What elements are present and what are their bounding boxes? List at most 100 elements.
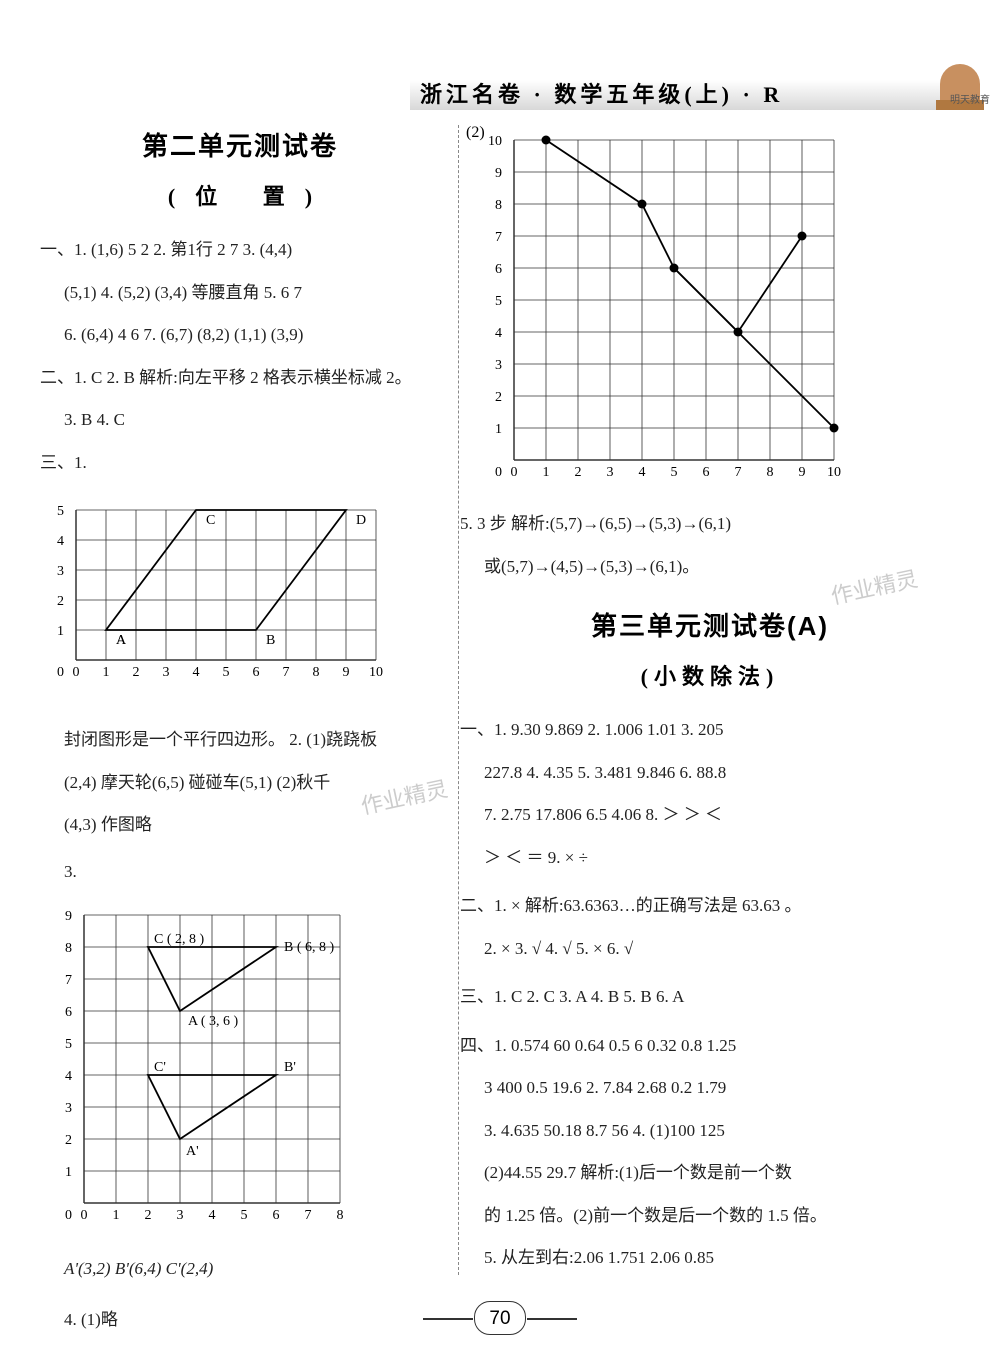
- answer-line: 的 1.25 倍。(2)前一个数是后一个数的 1.5 倍。: [460, 1195, 960, 1238]
- svg-text:2: 2: [57, 594, 64, 609]
- answer-line: 5. 从左到右:2.06 1.751 2.06 0.85: [460, 1237, 960, 1280]
- svg-text:B: B: [266, 633, 275, 648]
- answer-line: 3 400 0.5 19.6 2. 7.84 2.68 0.2 1.79: [460, 1067, 960, 1110]
- answer-line: 三、1. C 2. C 3. A 4. B 5. B 6. A: [460, 976, 960, 1019]
- svg-text:0: 0: [65, 1208, 72, 1223]
- answer-line: 4. (1)略: [40, 1299, 440, 1342]
- left-column: 第二单元测试卷 (位 置) 一、1. (1,6) 5 2 2. 第1行 2 7 …: [40, 120, 440, 1341]
- svg-text:8: 8: [337, 1208, 344, 1223]
- answer-line: 2. × 3. √ 4. √ 5. × 6. √: [460, 928, 960, 971]
- svg-text:B': B': [284, 1060, 296, 1075]
- svg-text:3: 3: [495, 358, 502, 373]
- answer-line: 四、1. 0.574 60 0.64 0.5 6 0.32 0.8 1.25: [460, 1025, 960, 1068]
- svg-text:7: 7: [495, 230, 502, 245]
- answer-line: 6. (6,4) 4 6 7. (6,7) (8,2) (1,1) (3,9): [40, 314, 440, 357]
- answer-line: 封闭图形是一个平行四边形。 2. (1)跷跷板: [40, 719, 440, 762]
- unit2-title: 第二单元测试卷: [40, 126, 440, 163]
- svg-text:8: 8: [495, 198, 502, 213]
- right-column: (2) 012345678910123456789100 5. 3 步 解析:(…: [460, 120, 960, 1341]
- chart-triangles: 0123456781234567890C ( 2, 8 )B ( 6, 8 )A…: [40, 899, 440, 1234]
- answer-line: 227.8 4. 4.35 5. 3.481 9.846 6. 88.8: [460, 752, 960, 795]
- svg-text:7: 7: [65, 973, 72, 988]
- svg-text:1: 1: [65, 1165, 72, 1180]
- svg-text:C ( 2, 8 ): C ( 2, 8 ): [154, 932, 205, 947]
- answer-line: (2)44.55 29.7 解析:(1)后一个数是前一个数: [460, 1152, 960, 1195]
- svg-text:3: 3: [163, 665, 170, 680]
- svg-text:0: 0: [57, 665, 64, 680]
- logo-text: 明天教育: [950, 96, 990, 106]
- svg-text:4: 4: [495, 326, 502, 341]
- svg-text:9: 9: [65, 909, 72, 924]
- svg-text:8: 8: [767, 465, 774, 480]
- svg-text:2: 2: [133, 665, 140, 680]
- answer-line: 二、1. × 解析:63.6363…的正确写法是 63.63 。: [460, 885, 960, 928]
- svg-text:9: 9: [799, 465, 806, 480]
- unit3-subtitle: (小数除法): [460, 659, 960, 691]
- svg-text:6: 6: [495, 262, 502, 277]
- svg-text:5: 5: [57, 504, 64, 519]
- svg-text:7: 7: [283, 665, 290, 680]
- svg-text:2: 2: [145, 1208, 152, 1223]
- svg-text:7: 7: [735, 465, 742, 480]
- svg-text:5: 5: [65, 1037, 72, 1052]
- svg-text:8: 8: [313, 665, 320, 680]
- svg-text:A: A: [116, 633, 127, 648]
- svg-text:5: 5: [495, 294, 502, 309]
- svg-text:5: 5: [223, 665, 230, 680]
- svg-text:0: 0: [73, 665, 80, 680]
- svg-text:A': A': [186, 1144, 199, 1159]
- svg-text:4: 4: [639, 465, 646, 480]
- svg-text:2: 2: [495, 390, 502, 405]
- svg-text:5: 5: [241, 1208, 248, 1223]
- svg-text:6: 6: [703, 465, 710, 480]
- svg-text:1: 1: [543, 465, 550, 480]
- svg-text:4: 4: [193, 665, 200, 680]
- svg-text:9: 9: [343, 665, 350, 680]
- svg-text:A ( 3, 6 ): A ( 3, 6 ): [188, 1014, 239, 1029]
- answer-line: 二、1. C 2. B 解析:向左平移 2 格表示横坐标减 2。: [40, 357, 440, 400]
- answer-line: A'(3,2) B'(6,4) C'(2,4): [40, 1248, 440, 1291]
- svg-text:4: 4: [57, 534, 64, 549]
- answer-line: 7. 2.75 17.806 6.5 4.06 8. ＞ ＞ ＜: [460, 794, 960, 837]
- svg-text:6: 6: [65, 1005, 72, 1020]
- svg-text:D: D: [356, 513, 366, 528]
- svg-text:6: 6: [253, 665, 260, 680]
- svg-text:3: 3: [65, 1101, 72, 1116]
- svg-text:10: 10: [369, 665, 383, 680]
- chart-parallelogram: 012345678910123450ABCDA: [40, 490, 440, 705]
- chart-polyline: (2) 012345678910123456789100: [460, 124, 960, 489]
- svg-text:2: 2: [65, 1133, 72, 1148]
- svg-text:7: 7: [305, 1208, 312, 1223]
- svg-text:C: C: [206, 513, 215, 528]
- answer-line: 一、1. 9.30 9.869 2. 1.006 1.01 3. 205: [460, 709, 960, 752]
- svg-text:2: 2: [575, 465, 582, 480]
- svg-text:4: 4: [65, 1069, 72, 1084]
- answer-line: 3. B 4. C: [40, 399, 440, 442]
- answer-line: (5,1) 4. (5,2) (3,4) 等腰直角 5. 6 7: [40, 272, 440, 315]
- svg-text:1: 1: [113, 1208, 120, 1223]
- svg-text:3: 3: [607, 465, 614, 480]
- svg-text:1: 1: [495, 422, 502, 437]
- svg-text:6: 6: [273, 1208, 280, 1223]
- svg-text:5: 5: [671, 465, 678, 480]
- answer-line: ＞ ＜ ＝ 9. × ÷: [460, 837, 960, 880]
- svg-text:1: 1: [57, 624, 64, 639]
- unit3-title: 第三单元测试卷(A): [460, 606, 960, 643]
- svg-text:0: 0: [495, 465, 502, 480]
- answer-line: (2,4) 摩天轮(6,5) 碰碰车(5,1) (2)秋千: [40, 762, 440, 805]
- svg-text:8: 8: [65, 941, 72, 956]
- answer-line: 一、1. (1,6) 5 2 2. 第1行 2 7 3. (4,4): [40, 229, 440, 272]
- svg-text:1: 1: [103, 665, 110, 680]
- header-banner: 浙江名卷 · 数学五年级(上) · R: [410, 80, 960, 110]
- unit2-subtitle: (位 置): [40, 179, 440, 211]
- answer-line: 三、1.: [40, 442, 440, 485]
- chart-label: (2): [466, 124, 485, 142]
- svg-text:B ( 6, 8 ): B ( 6, 8 ): [284, 940, 335, 955]
- answer-line: 3. 4.635 50.18 8.7 56 4. (1)100 125: [460, 1110, 960, 1153]
- svg-text:4: 4: [209, 1208, 216, 1223]
- svg-text:9: 9: [495, 166, 502, 181]
- svg-text:0: 0: [511, 465, 518, 480]
- column-divider: [458, 125, 459, 1275]
- answer-line: 3.: [40, 851, 440, 894]
- page-number: 70: [474, 1301, 526, 1335]
